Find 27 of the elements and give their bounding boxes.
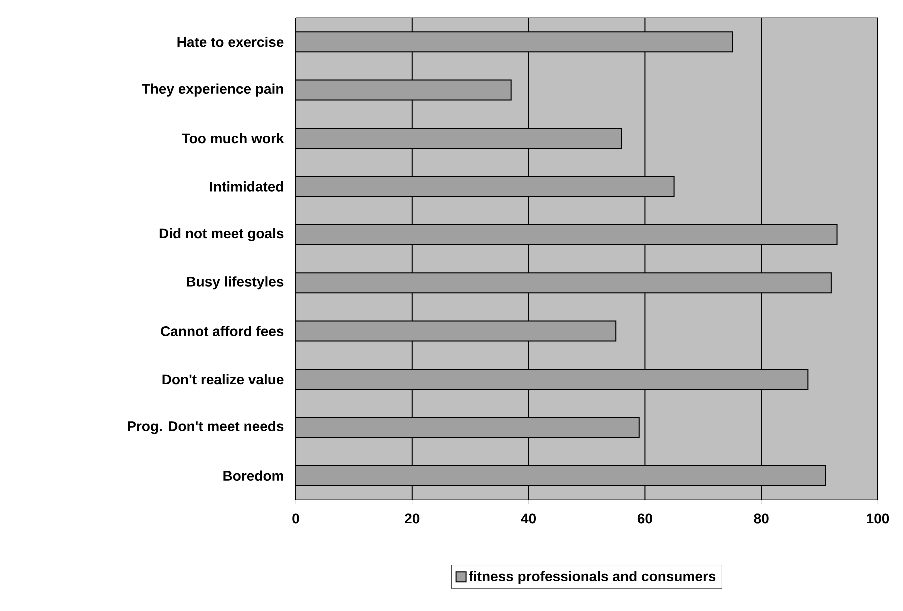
y-tick-label: Busy lifestyles (187, 276, 284, 290)
y-tick-label: Prog. Don't meet needs (128, 421, 284, 434)
bar (296, 128, 622, 149)
bar (296, 80, 512, 101)
legend-label: fitness professionals and consumers (469, 571, 716, 584)
bar (296, 417, 640, 438)
x-tick-label: 20 (405, 514, 420, 524)
x-tick-label: 0 (292, 514, 300, 524)
bar (296, 224, 838, 246)
y-tick-label: Intimidated (210, 182, 284, 192)
x-tick-label: 100 (867, 514, 890, 524)
bar (296, 272, 832, 294)
y-tick-label: Did not meet goals (160, 228, 284, 242)
y-tick-label: Too much work (182, 133, 284, 144)
x-tick-label: 40 (521, 514, 536, 524)
bar (296, 465, 826, 486)
bar (296, 320, 617, 342)
bar (296, 176, 675, 198)
y-tick-label: Cannot afford fees (161, 326, 284, 336)
x-tick-label: 60 (638, 514, 652, 524)
x-tick-label: 80 (754, 514, 769, 524)
y-tick-label: Boredom (224, 470, 284, 482)
y-tick-label: Don't realize value (162, 374, 284, 385)
bar (296, 32, 734, 53)
y-tick-label: Hate to exercise (178, 36, 284, 48)
bar (296, 368, 809, 390)
y-tick-label: They experience pain (142, 84, 284, 97)
